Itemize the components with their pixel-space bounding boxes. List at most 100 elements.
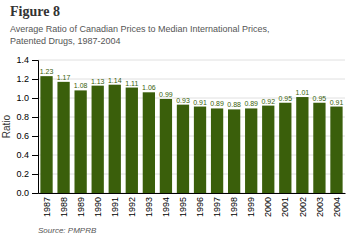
x-tick: 1989: [76, 197, 86, 217]
x-tick-label: 2002: [298, 197, 308, 217]
y-tick-mark: [32, 136, 38, 137]
data-label: 1.11: [125, 80, 138, 87]
x-tick-label: 1987: [42, 197, 52, 217]
bars: [40, 76, 342, 193]
bar: [211, 108, 223, 193]
bar: [177, 105, 189, 193]
bar: [296, 97, 308, 193]
data-label: 1.06: [142, 84, 156, 91]
bar: [92, 86, 104, 193]
data-label: 0.93: [176, 97, 190, 104]
bar: [279, 103, 291, 193]
data-label: 0.95: [278, 95, 292, 102]
data-label: 0.89: [244, 100, 258, 107]
x-tick: 1996: [195, 197, 205, 217]
x-tick: 1988: [59, 197, 69, 217]
y-tick: 0.4: [16, 150, 38, 160]
x-tick-label: 1994: [161, 197, 171, 217]
y-tick-label: 0.6: [16, 131, 29, 141]
y-tick: 0.2: [16, 169, 38, 179]
x-tick-label: 1999: [246, 197, 256, 217]
bar: [245, 108, 257, 193]
subtitle: Patented Drugs, 1987-2004: [10, 36, 121, 46]
title: Figure 8: [10, 4, 60, 19]
x-tick-label: 1991: [110, 197, 120, 217]
x-tick: 1991: [110, 197, 120, 217]
x-tick: 1990: [93, 197, 103, 217]
bar: [313, 103, 325, 193]
y-tick: 1.2: [16, 74, 38, 84]
grid-line: [38, 79, 345, 80]
bar: [160, 99, 172, 193]
bar: [57, 82, 69, 193]
data-label: 1.01: [296, 89, 310, 96]
x-tick: 1999: [246, 197, 256, 217]
plot-area: 1.231.171.081.131.141.111.060.990.930.91…: [16, 55, 345, 217]
data-label: 0.99: [159, 91, 173, 98]
x-tick: 1994: [161, 197, 171, 217]
x-tick: 1997: [212, 197, 222, 217]
y-tick-mark: [32, 174, 38, 175]
data-label: 1.08: [74, 82, 88, 89]
y-tick-label: 0.0: [16, 188, 29, 198]
x-tick: 1998: [229, 197, 239, 217]
bar: [126, 88, 138, 193]
data-label: 0.89: [210, 100, 224, 107]
x-tick-label: 1990: [93, 197, 103, 217]
y-tick-mark: [32, 155, 38, 156]
grid: [38, 60, 345, 193]
y-tick: 1.4: [16, 55, 38, 65]
x-tick: 1993: [144, 197, 154, 217]
data-label: 0.88: [227, 101, 241, 108]
y-axis-title: Ratio: [1, 114, 12, 138]
y-axis: 0.0 0.2 0.4 0.6 0.8 1.0 1.2 1.4: [16, 55, 38, 198]
y-axis-line: [32, 61, 39, 194]
x-tick-label: 1992: [127, 197, 137, 217]
data-label: 0.92: [261, 98, 275, 105]
x-tick-label: 2003: [315, 197, 325, 217]
bar: [74, 90, 86, 193]
bar: [228, 109, 240, 193]
x-tick-label: 1995: [178, 197, 188, 217]
bar: [40, 76, 52, 193]
x-tick-label: 1989: [76, 197, 86, 217]
x-tick: 1992: [127, 197, 137, 217]
x-tick: 2003: [315, 197, 325, 217]
x-axis-line: [39, 193, 346, 194]
data-label: 1.14: [108, 77, 122, 84]
data-label: 0.95: [313, 95, 327, 102]
subtitle: Average Ratio of Canadian Prices to Medi…: [10, 24, 269, 34]
data-labels: 1.231.171.081.131.141.111.060.990.930.91…: [40, 68, 344, 108]
y-tick-mark: [32, 98, 38, 99]
data-label: 1.23: [40, 68, 54, 75]
x-tick-label: 1997: [212, 197, 222, 217]
x-tick: 2001: [280, 197, 290, 217]
grid-line: [38, 60, 345, 61]
x-tick: 1987: [42, 197, 52, 217]
bar: [262, 106, 274, 193]
y-tick-label: 1.2: [16, 74, 29, 84]
annotation: Source: PMPRB: [38, 226, 97, 235]
x-tick-label: 2004: [332, 197, 342, 217]
y-tick-mark: [32, 193, 38, 194]
data-label: 0.91: [193, 99, 207, 106]
y-tick-mark: [32, 60, 38, 61]
x-tick-label: 1998: [229, 197, 239, 217]
y-tick: 0.8: [16, 112, 38, 122]
x-tick: 2002: [298, 197, 308, 217]
x-tick-label: 2001: [280, 197, 290, 217]
y-tick-label: 0.2: [16, 169, 29, 179]
y-tick-label: 0.4: [16, 150, 29, 160]
y-tick-label: 1.4: [16, 55, 29, 65]
y-tick: 0.0: [16, 188, 38, 198]
bar: [330, 107, 342, 193]
x-axis: 1987 1988 1989 1990 1991 1992 1993 1994 1995 1996…: [39, 194, 346, 218]
y-tick: 1.0: [16, 93, 38, 103]
y-tick: 0.6: [16, 131, 38, 141]
y-tick-mark: [32, 79, 38, 80]
x-tick-label: 1993: [144, 197, 154, 217]
y-tick-label: 0.8: [16, 112, 29, 122]
y-tick-label: 1.0: [16, 93, 29, 103]
x-tick: 2000: [263, 197, 273, 217]
x-tick: 1995: [178, 197, 188, 217]
